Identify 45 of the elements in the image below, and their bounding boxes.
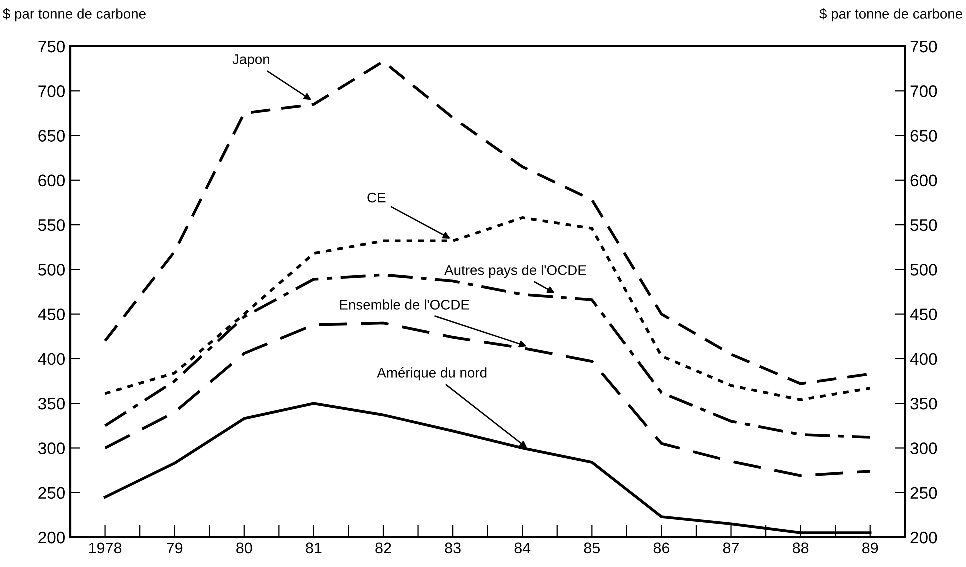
annotation: Amérique du nord — [377, 367, 487, 381]
x-tick-label: 88 — [792, 542, 809, 554]
y2-tick-label: 400 — [910, 353, 938, 366]
y-tick-label: 500 — [38, 264, 66, 276]
y2-tick-label: 300 — [910, 442, 938, 454]
x-tick-label: 81 — [306, 542, 322, 554]
y-tick-label: 250 — [38, 487, 66, 500]
y2-tick-label: 500 — [910, 264, 938, 276]
x-tick-label: 86 — [654, 542, 670, 554]
annotation: Autres pays de l'OCDE — [444, 265, 586, 278]
y2-tick-label: 550 — [910, 219, 938, 232]
y-tick-label: 350 — [38, 398, 66, 410]
annotation: Japon — [232, 54, 270, 68]
y2-axis-title: $ par tonne de carbone — [820, 8, 962, 22]
y-tick-label: 700 — [38, 86, 66, 98]
line-series — [104, 322, 872, 478]
y-tick-label: 400 — [38, 353, 66, 366]
y2-tick-label: 600 — [910, 174, 938, 187]
y2-tick-label: 450 — [910, 308, 938, 321]
y-tick-label: 550 — [38, 219, 66, 232]
x-tick-label: 82 — [376, 542, 392, 554]
annotation: Ensemble de l'OCDE — [340, 300, 470, 310]
y-tick-label: 450 — [38, 308, 66, 321]
y2-tick-label: 250 — [910, 487, 938, 500]
x-tick-label: 85 — [584, 542, 600, 554]
y-axis-title: $ par tonne de carbone — [3, 8, 146, 22]
y-tick-label: 200 — [38, 532, 66, 544]
y2-tick-label: 200 — [910, 532, 938, 544]
x-tick-label: 79 — [167, 542, 183, 554]
y2-tick-label: 650 — [910, 130, 938, 142]
y2-tick-label: 350 — [910, 398, 938, 410]
y-tick-label: 750 — [38, 40, 66, 53]
y-tick-label: 650 — [38, 130, 66, 142]
line-series — [104, 402, 872, 534]
y2-tick-label: 700 — [910, 86, 938, 98]
y-tick-label: 600 — [38, 174, 66, 187]
x-tick-label: 89 — [862, 542, 878, 554]
x-tick-label: 87 — [723, 542, 739, 554]
y2-tick-label: 750 — [910, 40, 938, 53]
y-tick-label: 300 — [38, 442, 66, 454]
x-tick-label: 84 — [514, 542, 531, 554]
x-tick-label: 83 — [445, 542, 461, 554]
x-tick-label: 1978 — [89, 542, 122, 554]
annotation: CE — [368, 192, 386, 203]
x-tick-label: 80 — [236, 542, 252, 554]
